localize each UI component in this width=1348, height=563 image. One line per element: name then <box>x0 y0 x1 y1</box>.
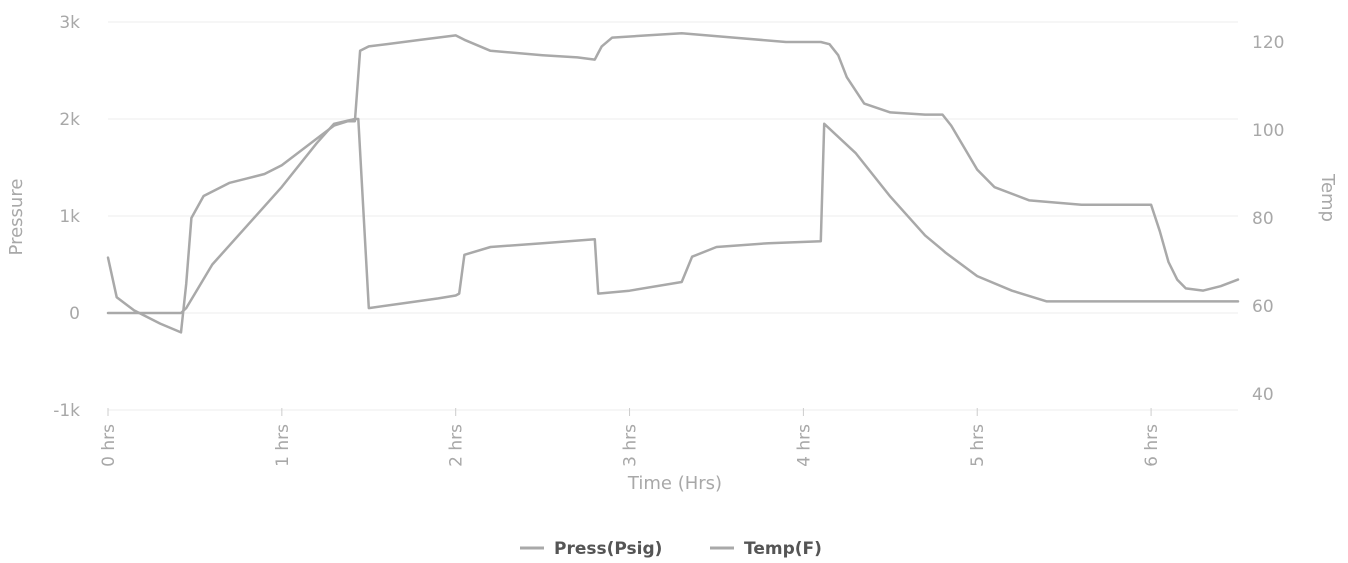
legend-item[interactable]: Temp(F) <box>710 539 822 559</box>
y-right-tick-label: 120 <box>1252 33 1284 53</box>
y-right-tick-label: 40 <box>1252 385 1274 405</box>
y-left-tick-labels: -1k 0 1k 2k 3k <box>53 13 80 421</box>
x-tick-label: 0 hrs <box>99 424 119 467</box>
y-right-tick-labels: 40 60 80 100 120 <box>1252 33 1284 405</box>
legend-item[interactable]: Press(Psig) <box>520 539 662 559</box>
y-left-tick-label: 0 <box>69 304 80 324</box>
x-tick-label: 6 hrs <box>1142 424 1162 467</box>
y-left-tick-label: 2k <box>59 110 80 130</box>
y-right-tick-label: 80 <box>1252 209 1274 229</box>
x-tick-label: 2 hrs <box>447 424 467 467</box>
series-layer <box>106 31 1240 334</box>
y-axis-right-title: Temp <box>1317 173 1338 222</box>
grid-lines <box>108 21 1238 411</box>
legend-label: Press(Psig) <box>554 539 662 559</box>
y-left-tick-label: -1k <box>53 401 80 421</box>
y-right-tick-label: 60 <box>1252 297 1274 317</box>
x-tick-label: 3 hrs <box>621 424 641 467</box>
y-right-tick-label: 100 <box>1252 121 1284 141</box>
series-line-press-psig <box>106 117 1240 315</box>
x-tick-label: 4 hrs <box>794 424 814 467</box>
legend-label: Temp(F) <box>744 539 822 559</box>
y-axis-left-title: Pressure <box>6 179 27 256</box>
legend: Press(Psig) Temp(F) <box>520 539 822 559</box>
series-line-temp-f <box>106 31 1240 334</box>
y-left-tick-label: 3k <box>59 13 80 33</box>
x-tick-label: 5 hrs <box>968 424 988 467</box>
x-axis-title: Time (Hrs) <box>627 473 722 494</box>
y-left-tick-label: 1k <box>59 207 80 227</box>
x-tick-labels: 0 hrs 1 hrs 2 hrs 3 hrs 4 hrs 5 hrs 6 hrs <box>99 408 1162 467</box>
x-tick-label: 1 hrs <box>273 424 293 467</box>
